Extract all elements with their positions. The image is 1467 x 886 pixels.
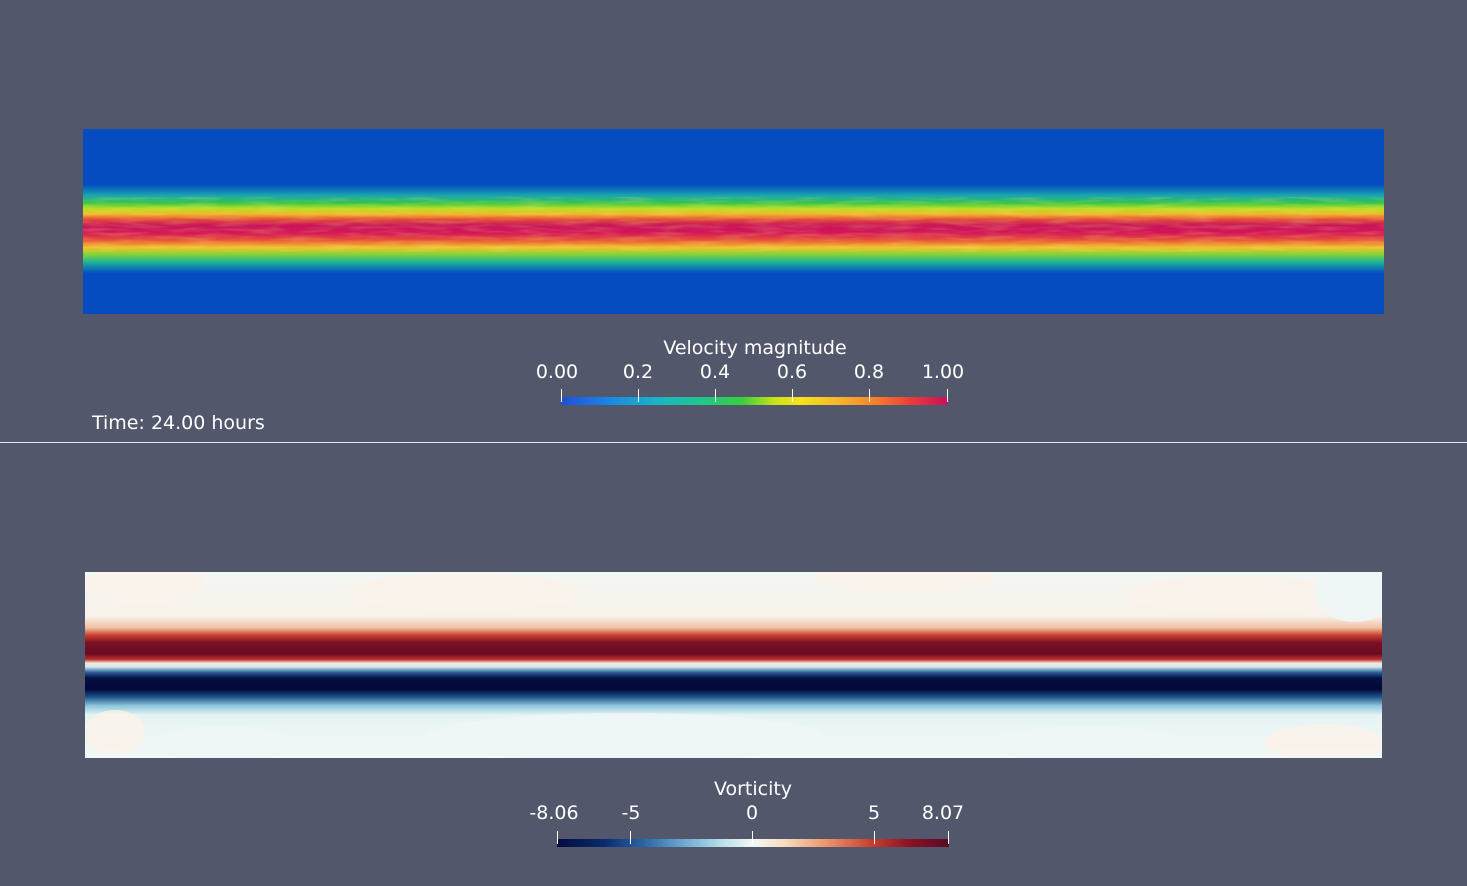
velocity-tick-label: 0.00: [535, 361, 579, 383]
velocity-tick-mark: [561, 389, 562, 402]
velocity-tick-mark: [638, 389, 639, 402]
vorticity-tick-mark: [630, 831, 631, 844]
velocity-legend-title: Velocity magnitude: [663, 337, 847, 359]
vorticity-tick-mark: [948, 831, 949, 844]
vorticity-tick-mark: [874, 831, 875, 844]
velocity-tick-mark: [715, 389, 716, 402]
velocity-tick-mark: [947, 389, 948, 402]
velocity-tick-label: 0.2: [622, 361, 654, 383]
vorticity-tick-mark: [557, 831, 558, 844]
velocity-tick-label: 1.00: [921, 361, 965, 383]
velocity-tick-mark: [869, 389, 870, 402]
vorticity-colorbar: [557, 839, 949, 847]
vorticity-field-image: [85, 572, 1382, 758]
vorticity-tick-label: 8.07: [921, 802, 965, 824]
velocity-tick-label: 0.8: [853, 361, 885, 383]
velocity-tick-label: 0.6: [776, 361, 808, 383]
vorticity-field-plot[interactable]: [85, 572, 1382, 758]
velocity-tick-mark: [792, 389, 793, 402]
velocity-field-plot[interactable]: [83, 129, 1384, 314]
viewport-divider[interactable]: [0, 442, 1467, 443]
vorticity-tick-label: 0: [745, 802, 759, 824]
vorticity-tick-label: 5: [867, 802, 881, 824]
vorticity-tick-label: -5: [621, 802, 641, 824]
vorticity-tick-mark: [752, 831, 753, 844]
velocity-field-image: [83, 129, 1384, 314]
vorticity-tick-label: -8.06: [529, 802, 579, 824]
velocity-colorbar: [561, 397, 948, 405]
vorticity-viewport[interactable]: Vorticity -8.06 -5 0 5 8.07: [0, 444, 1467, 886]
vorticity-legend-title: Vorticity: [713, 778, 793, 800]
velocity-viewport[interactable]: Velocity magnitude 0.00 0.2 0.4 0.6 0.8 …: [0, 0, 1467, 442]
time-annotation: Time: 24.00 hours: [92, 412, 265, 434]
velocity-tick-label: 0.4: [699, 361, 731, 383]
